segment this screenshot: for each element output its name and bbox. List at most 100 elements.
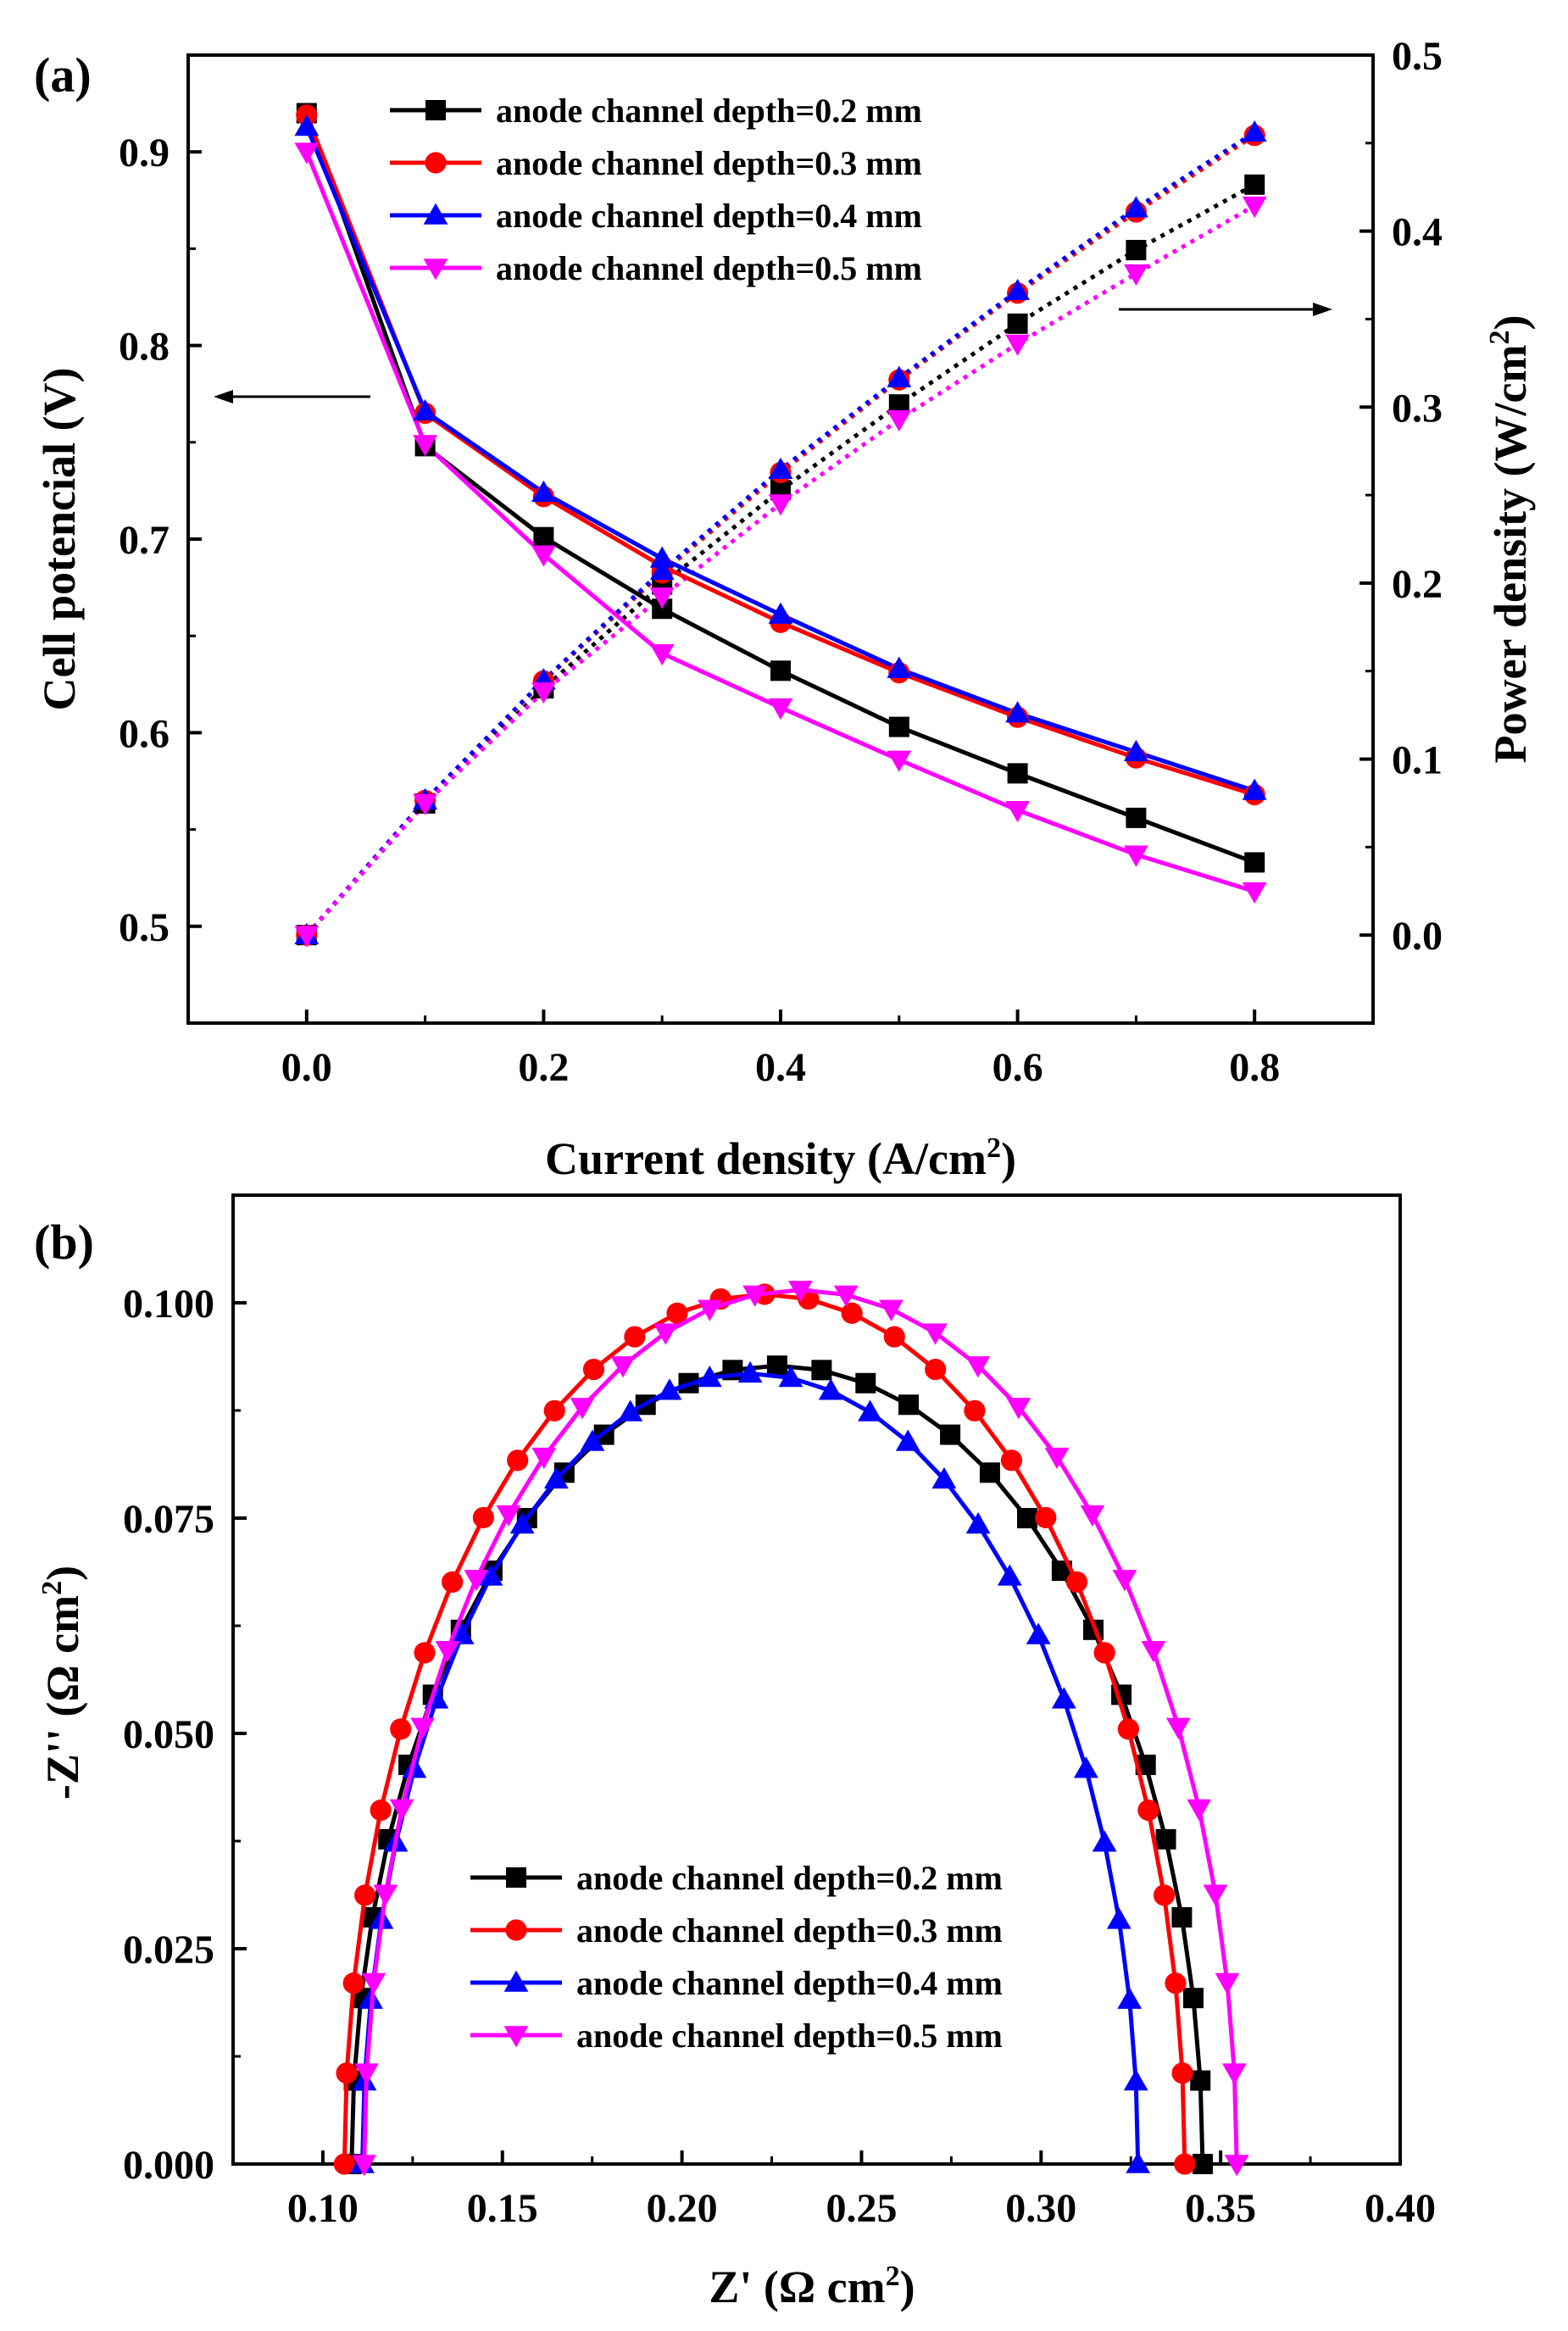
x-tick-label: 0.0 — [281, 1045, 332, 1090]
voltage-point-series-3 — [531, 480, 556, 502]
x-tick-label: 0.35 — [1185, 2186, 1256, 2231]
nyquist-point-series-2 — [1000, 1449, 1023, 1471]
voltage-point-series-4 — [649, 643, 675, 666]
power-point-series-3 — [649, 558, 675, 581]
nyquist-point-series-4 — [742, 1285, 768, 1307]
voltage-point-series-1 — [533, 526, 554, 548]
nyquist-point-series-4 — [464, 1570, 489, 1592]
nyquist-point-series-2 — [1174, 2153, 1196, 2175]
nyquist-point-series-4 — [965, 1356, 991, 1378]
voltage-point-series-3 — [768, 602, 793, 624]
nyquist-point-series-4 — [1006, 1398, 1031, 1420]
nyquist-point-series-2 — [370, 1800, 392, 1822]
nyquist-point-series-4 — [570, 1398, 595, 1420]
nyquist-point-series-1 — [1190, 2070, 1211, 2091]
nyquist-point-series-4 — [1203, 1884, 1228, 1906]
nyquist-point-series-2 — [414, 1642, 436, 1664]
y-tick-label: 0.100 — [123, 1282, 214, 1327]
legend-label-series-1: anode channel depth=0.2 mm — [496, 92, 922, 130]
y2-tick-label: 0.5 — [1392, 34, 1443, 79]
legend-label-series-3: anode channel depth=0.4 mm — [496, 197, 922, 235]
nyquist-point-series-2 — [390, 1718, 412, 1740]
panel-a-y2-axis-title: Power density (W/cm2) — [1484, 315, 1536, 764]
power-point-series-4 — [768, 494, 793, 516]
nyquist-point-series-4 — [1112, 1570, 1137, 1592]
power-point-series-1 — [1126, 240, 1147, 261]
panel-a-power-curve-chart: (a) 0.0 0.2 0.4 0.6 0.8 0.5 0.6 0.7 0.8 0.9 0.0 0.1… — [34, 34, 1536, 1184]
nyquist-point-series-3 — [478, 1564, 503, 1586]
nyquist-point-series-2 — [342, 1972, 364, 1994]
nyquist-point-series-2 — [354, 1884, 376, 1906]
x-tick-label: 0.8 — [1229, 1045, 1280, 1090]
panel-a-y-axis-title: Cell potencial (V) — [34, 368, 85, 711]
nyquist-point-series-3 — [1073, 1756, 1098, 1778]
voltage-point-series-3 — [1124, 739, 1148, 762]
nyquist-point-series-4 — [373, 1884, 398, 1906]
power-point-series-3 — [1005, 278, 1030, 301]
legend-label-series-2: anode channel depth=0.3 mm — [576, 1911, 1003, 1950]
y2-tick-label: 0.3 — [1392, 386, 1443, 431]
nyquist-point-series-2 — [507, 1449, 529, 1471]
legend-label-series-4: anode channel depth=0.5 mm — [496, 249, 922, 287]
voltage-point-series-3 — [649, 546, 675, 568]
nyquist-point-series-2 — [1153, 1884, 1176, 1906]
nyquist-point-series-4 — [879, 1299, 904, 1321]
nyquist-point-series-1 — [979, 1462, 1000, 1483]
voltage-point-series-1 — [1126, 807, 1147, 828]
voltage-point-series-4 — [413, 435, 437, 457]
nyquist-point-series-2 — [624, 1326, 646, 1348]
nyquist-point-series-3 — [1117, 1987, 1143, 2009]
y-tick-label: 0.8 — [119, 325, 170, 370]
nyquist-point-series-3 — [580, 1429, 605, 1451]
voltage-point-series-4 — [294, 142, 320, 164]
nyquist-point-series-3 — [895, 1429, 920, 1451]
y2-tick-label: 0.0 — [1392, 914, 1443, 959]
y2-tick-label: 0.4 — [1392, 210, 1443, 255]
panel-a-axes: 0.0 0.2 0.4 0.6 0.8 0.5 0.6 0.7 0.8 0.9 0.0 0.1 0.2 0… — [119, 34, 1443, 1090]
nyquist-point-series-3 — [618, 1399, 643, 1421]
nyquist-point-series-2 — [841, 1302, 863, 1324]
y-tick-label: 0.6 — [119, 711, 170, 756]
nyquist-point-series-2 — [1117, 1718, 1139, 1740]
nyquist-point-series-1 — [1155, 1828, 1176, 1850]
power-point-series-4 — [294, 926, 320, 948]
x-tick-label: 0.6 — [993, 1045, 1043, 1090]
x-tick-label: 0.20 — [647, 2186, 718, 2231]
nyquist-point-series-3 — [1123, 2069, 1148, 2091]
voltage-point-series-1 — [1244, 852, 1265, 873]
nyquist-point-series-3 — [543, 1466, 569, 1489]
nyquist-point-series-4 — [354, 2063, 379, 2085]
nyquist-point-series-4 — [361, 1972, 386, 1994]
power-point-series-4 — [531, 682, 556, 704]
legend-marker-series-3 — [503, 1970, 529, 1992]
nyquist-point-series-3 — [509, 1512, 535, 1534]
legend-label-series-1: anode channel depth=0.2 mm — [576, 1859, 1003, 1897]
power-point-series-4 — [1124, 264, 1148, 287]
legend-marker-series-1 — [425, 100, 446, 120]
y-tick-label: 0.025 — [123, 1928, 214, 1972]
nyquist-point-series-2 — [964, 1399, 986, 1421]
nyquist-point-series-4 — [1224, 2155, 1249, 2177]
x-tick-label: 0.30 — [1005, 2186, 1076, 2231]
legend-marker-series-2 — [425, 152, 447, 174]
x-tick-label: 0.2 — [518, 1045, 569, 1090]
nyquist-point-series-4 — [1187, 1799, 1212, 1821]
nyquist-point-series-1 — [1192, 2154, 1213, 2174]
nyquist-point-series-4 — [410, 1717, 436, 1739]
voltage-point-series-1 — [888, 716, 909, 737]
x-tick-label: 0.15 — [467, 2186, 538, 2231]
panel-a-series — [294, 103, 1267, 948]
nyquist-point-series-4 — [435, 1641, 460, 1663]
voltage-point-series-4 — [531, 545, 556, 567]
panel-b-series — [333, 1280, 1249, 2177]
panel-b-y-axis-title: -Z'' (Ω cm2) — [36, 1566, 88, 1800]
y-tick-label: 0.050 — [123, 1712, 214, 1757]
nyquist-point-series-3 — [1051, 1687, 1076, 1709]
voltage-point-series-1 — [1007, 763, 1028, 784]
panel-b-axes: 0.10 0.15 0.20 0.25 0.30 0.35 0.40 0.000 0.025 0.… — [123, 1193, 1436, 2231]
nyquist-point-series-2 — [1093, 1642, 1115, 1664]
legend-marker-series-4 — [503, 2026, 529, 2048]
nyquist-point-series-2 — [336, 2062, 358, 2084]
nyquist-point-series-1 — [940, 1424, 961, 1445]
